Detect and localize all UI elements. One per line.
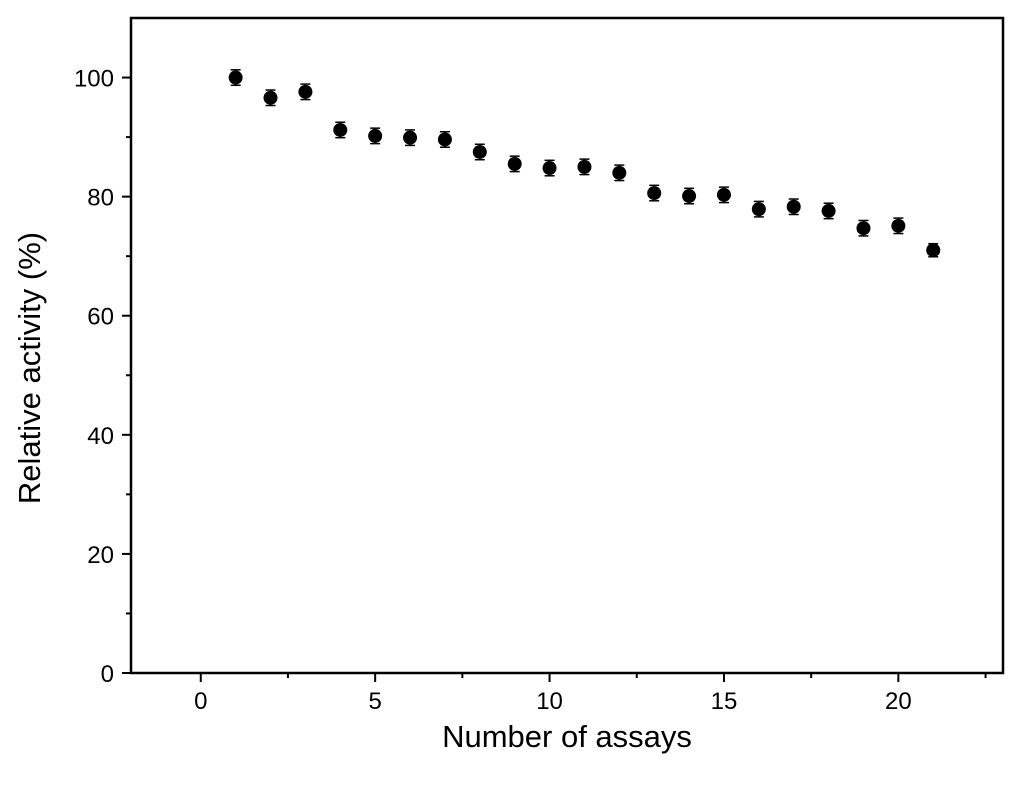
y-tick-label: 100 [74, 66, 114, 93]
data-point [403, 130, 418, 145]
x-axis-title: Number of assays [442, 719, 692, 754]
x-tick-label: 0 [194, 688, 207, 715]
data-point [333, 122, 348, 137]
data-point [647, 186, 662, 201]
y-tick-label: 80 [87, 185, 114, 212]
x-tick-label: 10 [536, 688, 563, 715]
data-point [577, 159, 592, 174]
data-point [298, 84, 313, 99]
data-point [263, 90, 278, 105]
data-point [368, 128, 383, 143]
data-point [786, 199, 801, 214]
data-point [507, 156, 522, 171]
data-point [682, 189, 697, 204]
x-tick-label: 5 [368, 688, 381, 715]
data-point [891, 218, 906, 233]
data-point [542, 161, 557, 176]
data-point [751, 202, 766, 217]
data-point [472, 144, 487, 159]
x-tick-label: 20 [885, 688, 912, 715]
data-point [716, 187, 731, 202]
data-point [821, 203, 836, 218]
y-tick-label: 20 [87, 542, 114, 569]
y-tick-label: 40 [87, 423, 114, 450]
y-axis-title: Relative activity (%) [12, 232, 47, 504]
y-tick-label: 60 [87, 304, 114, 331]
data-point [228, 70, 243, 85]
data-point [926, 243, 941, 258]
data-point [856, 221, 871, 236]
plot-frame [129, 16, 1005, 675]
data-point [437, 132, 452, 147]
data-point [612, 165, 627, 180]
y-tick-label: 0 [101, 661, 114, 688]
x-tick-label: 15 [711, 688, 738, 715]
